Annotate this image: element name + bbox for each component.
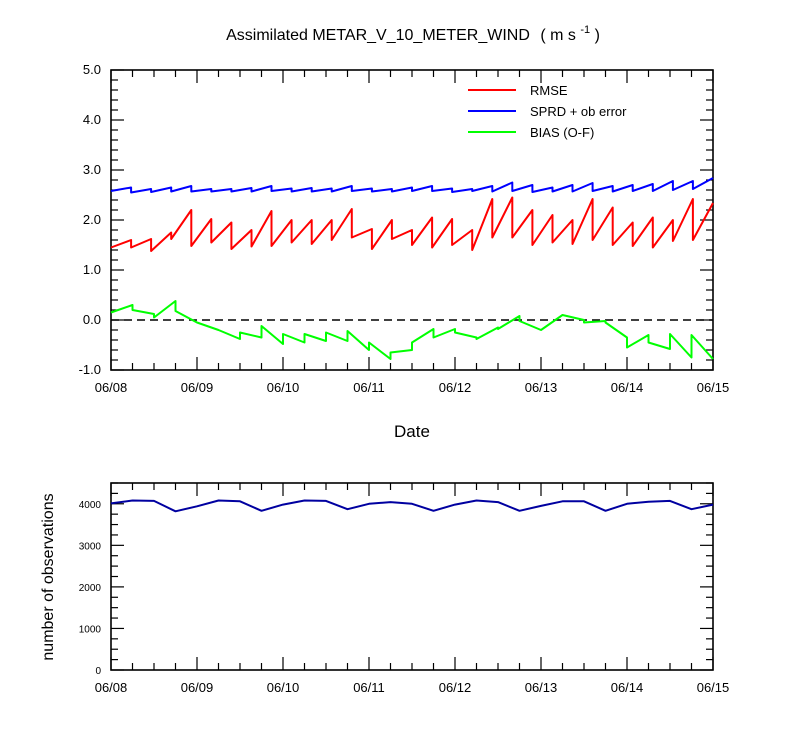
- x-tick-label: 06/12: [439, 380, 472, 395]
- chart-title: Assimilated METAR_V_10_METER_WIND ( m s …: [226, 20, 600, 44]
- x-tick-label: 06/09: [181, 680, 214, 695]
- chart-title-units-close: ): [595, 27, 600, 44]
- y-tick-label: 1.0: [83, 262, 101, 277]
- x-tick-label: 06/13: [525, 680, 558, 695]
- x-tick-label: 06/10: [267, 680, 300, 695]
- y-tick-label: 2.0: [83, 212, 101, 227]
- series-line-rmse: [110, 196, 714, 252]
- series-line-bias-o-f: [110, 300, 714, 360]
- legend-label: RMSE: [530, 83, 568, 98]
- y-tick-label: 4000: [79, 500, 102, 511]
- y-tick-label: 4.0: [83, 112, 101, 127]
- chart-title-units-superscript: -1: [580, 24, 590, 36]
- chart-title-text: Assimilated METAR_V_10_METER_WIND: [226, 27, 530, 44]
- x-tick-label: 06/15: [697, 680, 730, 695]
- x-axis-label: Date: [394, 422, 430, 441]
- series-line-observations: [110, 499, 714, 513]
- y-tick-label: 3000: [79, 541, 102, 552]
- y-tick-label: 5.0: [83, 62, 101, 77]
- x-tick-label: 06/15: [697, 380, 730, 395]
- x-tick-label: 06/09: [181, 380, 214, 395]
- x-tick-label: 06/11: [353, 680, 385, 695]
- x-tick-label: 06/10: [267, 380, 300, 395]
- observations-chart: 06/08 06/09 06/10 06/11 06/12 06/13 06/14 06/15…: [79, 482, 730, 695]
- x-tick-label: 06/12: [439, 680, 472, 695]
- y-tick-label: 0: [95, 666, 101, 677]
- legend-label: SPRD + ob error: [530, 104, 627, 119]
- y-tick-label: 3.0: [83, 162, 101, 177]
- y-tick-label: 0.0: [83, 312, 101, 327]
- legend-label: BIAS (O-F): [530, 125, 594, 140]
- x-tick-label: 06/08: [95, 380, 128, 395]
- y-axis-label-observations: number of observations: [40, 493, 57, 660]
- y-tick-label: 2000: [79, 583, 102, 594]
- series-line-sprd-ob-error: [110, 177, 714, 194]
- plot-frame: [110, 482, 714, 671]
- x-tick-label: 06/08: [95, 680, 128, 695]
- x-tick-label: 06/11: [353, 380, 385, 395]
- y-tick-label: -1.0: [79, 362, 101, 377]
- x-tick-label: 06/13: [525, 380, 558, 395]
- y-tick-label: 1000: [79, 624, 102, 635]
- x-tick-label: 06/14: [611, 680, 644, 695]
- error-chart: 06/08 06/09 06/10 06/11 06/12 06/13 06/14 06/15…: [79, 62, 730, 395]
- chart-title-units-open: ( m s: [540, 27, 576, 44]
- x-tick-label: 06/14: [611, 380, 644, 395]
